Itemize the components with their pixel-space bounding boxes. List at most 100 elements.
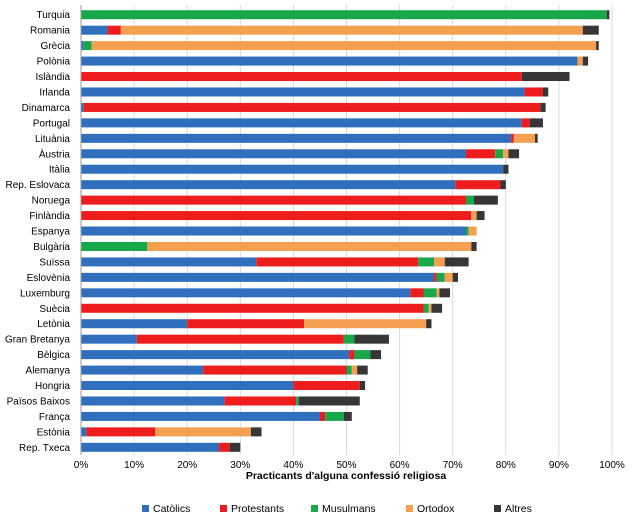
bar-segment bbox=[346, 365, 352, 375]
bar-segment bbox=[577, 56, 583, 66]
legend-swatch bbox=[494, 505, 501, 512]
category-label: Luxemburg bbox=[20, 288, 70, 299]
bar-segment bbox=[423, 303, 429, 313]
bar-segment bbox=[81, 87, 525, 97]
category-label: Bulgària bbox=[33, 242, 70, 253]
bar-segment bbox=[359, 381, 366, 391]
bar-segment bbox=[473, 195, 498, 205]
x-tick-label: 0% bbox=[74, 460, 89, 471]
bar-segment bbox=[107, 25, 121, 35]
bar-segment bbox=[256, 257, 419, 267]
bar-segment bbox=[81, 381, 294, 391]
bar-segment bbox=[476, 211, 485, 221]
category-label: Suècia bbox=[39, 304, 70, 315]
bar-segment bbox=[423, 288, 437, 298]
bar-segment bbox=[471, 241, 477, 251]
category-label: Estònia bbox=[37, 427, 71, 438]
legend-label: Protestants bbox=[231, 503, 284, 515]
bar-segment bbox=[298, 396, 360, 406]
bar-segment bbox=[439, 288, 451, 298]
x-tick-label: 90% bbox=[549, 460, 569, 471]
category-label: Suïssa bbox=[39, 257, 70, 268]
bar-segment bbox=[155, 427, 251, 437]
bar-segment bbox=[81, 411, 320, 421]
bar-segment bbox=[81, 319, 188, 329]
bar-segment bbox=[503, 149, 509, 159]
bar-segment bbox=[187, 319, 305, 329]
legend-label: Ortodox bbox=[417, 503, 455, 515]
bar-segment bbox=[136, 334, 344, 344]
bar-segment bbox=[542, 87, 549, 97]
bar-segment bbox=[428, 303, 432, 313]
bar-segment bbox=[224, 396, 297, 406]
category-label: Finlàndia bbox=[29, 211, 70, 222]
bar-segment bbox=[349, 350, 355, 360]
bar-segment bbox=[503, 164, 509, 174]
bar-segment bbox=[81, 272, 435, 282]
legend-label: Altres bbox=[505, 503, 532, 515]
x-tick-label: 100% bbox=[599, 460, 625, 471]
bar-segment bbox=[81, 303, 424, 313]
bar-segment bbox=[81, 350, 350, 360]
bar-segment bbox=[426, 319, 432, 329]
bar-segment bbox=[81, 211, 472, 221]
bar-segment bbox=[81, 365, 204, 375]
x-axis-title: Practicants d'alguna confessió religiosa bbox=[246, 470, 446, 482]
bar-segment bbox=[147, 241, 472, 251]
bar-segment bbox=[582, 56, 589, 66]
category-label: Turquia bbox=[36, 10, 70, 21]
category-label: Islàndia bbox=[36, 72, 71, 83]
category-label: Rep. Txeca bbox=[19, 443, 70, 454]
bar-segment bbox=[436, 272, 445, 282]
bar-segment bbox=[296, 396, 299, 406]
bar-segment bbox=[81, 56, 578, 66]
bar-segment bbox=[596, 41, 599, 51]
category-label: Noruega bbox=[32, 196, 71, 207]
bar-segment bbox=[351, 365, 358, 375]
bar-segment bbox=[606, 10, 610, 20]
bar-segment bbox=[418, 257, 435, 267]
legend-swatch bbox=[311, 505, 318, 512]
category-label: Països Baixos bbox=[7, 396, 70, 407]
bar-segment bbox=[81, 72, 522, 82]
bar-segment bbox=[500, 180, 506, 190]
bar-segment bbox=[83, 41, 92, 51]
bar-segment bbox=[524, 87, 543, 97]
legend: Catòlics Protestants Musulmans Ortodox Altre… bbox=[142, 503, 532, 515]
bar-segment bbox=[354, 350, 371, 360]
bar-segment bbox=[434, 257, 445, 267]
bar-segment bbox=[229, 442, 241, 452]
bar-segment bbox=[81, 442, 220, 452]
bar-segment bbox=[529, 118, 543, 128]
category-label: Àustria bbox=[39, 147, 71, 160]
legend-label: Musulmans bbox=[322, 503, 376, 515]
category-label: Gran Bretanya bbox=[5, 335, 70, 346]
bar-segment bbox=[304, 319, 427, 329]
bar-segment bbox=[81, 133, 512, 143]
bar-segment bbox=[81, 257, 257, 267]
bar-segment bbox=[513, 133, 536, 143]
bar-segment bbox=[582, 25, 599, 35]
bar-segment bbox=[343, 411, 352, 421]
bar-segment bbox=[81, 427, 87, 437]
x-tick-label: 40% bbox=[283, 460, 303, 471]
bar-segment bbox=[468, 226, 477, 236]
bar-segment bbox=[521, 118, 530, 128]
bars bbox=[81, 10, 610, 452]
category-label: Itàlia bbox=[49, 165, 71, 176]
bar-segment bbox=[81, 149, 466, 159]
x-tick-label: 50% bbox=[336, 460, 356, 471]
legend-swatch bbox=[406, 505, 413, 512]
bar-segment bbox=[370, 350, 382, 360]
x-tick-label: 80% bbox=[496, 460, 516, 471]
bar-segment bbox=[91, 41, 597, 51]
category-label: Romania bbox=[30, 26, 70, 37]
category-label: Eslovènia bbox=[27, 273, 71, 284]
bar-segment bbox=[354, 334, 389, 344]
bar-segment bbox=[455, 180, 501, 190]
x-tick-label: 30% bbox=[230, 460, 250, 471]
category-label: Grècia bbox=[41, 41, 71, 52]
bar-segment bbox=[508, 149, 520, 159]
bar-segment bbox=[81, 41, 84, 51]
